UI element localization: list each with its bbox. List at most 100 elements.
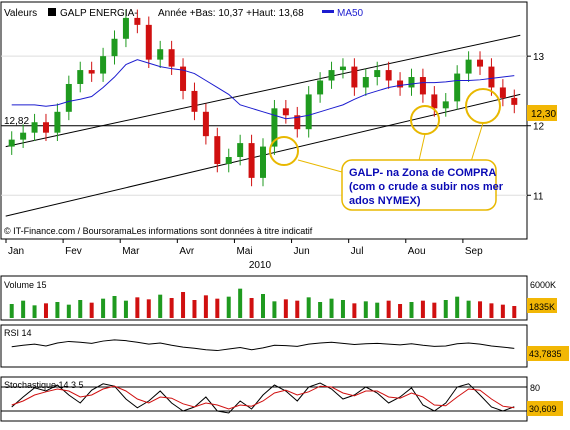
candle-body <box>339 66 346 71</box>
volume-bar <box>261 294 265 318</box>
volume-bar <box>146 299 151 318</box>
volume-bar <box>329 298 334 318</box>
candle-body <box>88 70 95 74</box>
stochastic-last-value: 30,609 <box>529 404 557 414</box>
candle-body <box>31 122 38 133</box>
volume-bar <box>272 301 277 318</box>
annotation-layer: GALP- na Zona de COMPRA (com o crude a su… <box>269 88 504 211</box>
volume-bars <box>9 288 517 318</box>
volume-bar <box>489 303 494 318</box>
candle-body <box>157 49 164 60</box>
x-tick-label: Mai <box>236 246 252 257</box>
candle-body <box>431 94 438 109</box>
volume-bar <box>101 298 106 318</box>
candle-body <box>134 17 141 25</box>
volume-bar <box>9 304 14 318</box>
volume-bar <box>478 301 483 318</box>
volume-bar <box>249 298 254 318</box>
candle-body <box>214 136 221 164</box>
x-tick-label: Fev <box>65 246 82 257</box>
volume-bar <box>203 295 208 318</box>
volume-bar <box>78 300 83 318</box>
rsi-title: RSI 14 <box>4 328 32 338</box>
volume-bar <box>432 302 437 318</box>
ma-swatch <box>322 10 334 13</box>
volume-bar <box>32 305 37 318</box>
candle-body <box>408 77 415 88</box>
candle-body <box>488 66 495 88</box>
x-tick-label: Avr <box>179 246 194 257</box>
callout-text: GALP- na Zona de COMPRA (com o crude a su… <box>349 167 504 207</box>
x-axis: Jan Fev Mar Avr Mai Jun Jul Aou Sep <box>5 239 483 257</box>
candle-body <box>511 97 518 105</box>
volume-bar <box>318 302 323 318</box>
volume-bar <box>238 288 243 318</box>
series-swatch <box>48 8 56 16</box>
rsi-line <box>11 339 515 352</box>
volume-bar <box>135 297 140 318</box>
last-price-badge <box>527 105 557 121</box>
candle-body <box>465 59 472 74</box>
x-tick-label: Jun <box>294 246 310 257</box>
candle-body <box>42 122 49 133</box>
candle-body <box>202 111 209 137</box>
x-tick-label: Jul <box>351 246 364 257</box>
candle-body <box>20 132 27 140</box>
stochastic-last-badge <box>527 401 563 416</box>
candle-body <box>374 70 381 78</box>
volume-bar <box>398 304 403 318</box>
stock-name: GALP ENERGIA- <box>60 8 138 19</box>
candle-body <box>77 70 84 84</box>
candle-body <box>260 146 266 178</box>
x-tick-label: Sep <box>465 246 483 257</box>
candle-body <box>442 101 449 109</box>
volume-bar <box>455 296 460 318</box>
candle-body <box>54 111 61 133</box>
copyright-text: © IT-Finance.com / BoursoramaLes informa… <box>4 226 313 236</box>
volume-bar <box>466 300 471 318</box>
candle-body <box>180 66 187 91</box>
volume-bar <box>21 300 26 318</box>
price-tick-label: 11 <box>533 191 544 202</box>
candle-body <box>122 17 129 39</box>
volume-bar <box>375 302 380 318</box>
stochastic-level-label: 80 <box>530 383 540 393</box>
price-scale: 11 12 13 <box>527 52 545 202</box>
volume-bar <box>340 300 345 318</box>
candle-body <box>419 77 426 95</box>
candle-body <box>305 94 312 130</box>
stochastic-title: Stochastique 14 3 5 <box>4 380 84 390</box>
rsi-last-badge <box>527 346 569 361</box>
candle-body <box>317 80 324 95</box>
stochastic-panel <box>0 376 528 422</box>
volume-last-badge <box>527 298 557 313</box>
candle-body <box>328 70 335 81</box>
buy-zone-circle-1 <box>269 136 299 166</box>
candle-body <box>237 143 244 158</box>
volume-bar <box>512 306 517 318</box>
candle-body <box>271 108 278 147</box>
volume-bar <box>352 303 357 318</box>
last-price-value: 12,30 <box>531 109 556 120</box>
candle-body <box>362 77 369 88</box>
rsi-last-value: 43,7835 <box>529 349 562 359</box>
year-label: 2010 <box>249 260 272 271</box>
volume-bar <box>158 294 163 318</box>
volume-tick: 6000K <box>530 280 556 290</box>
volume-title: Volume 15 <box>4 280 47 290</box>
x-tick-label: Aou <box>408 246 426 257</box>
volume-bar <box>409 302 414 318</box>
candle-body <box>65 83 72 112</box>
header-label: Valeurs <box>4 8 37 19</box>
volume-bar <box>500 304 505 318</box>
volume-bar <box>226 296 231 318</box>
volume-bar <box>112 296 117 318</box>
callout-connector-1 <box>297 159 343 173</box>
x-tick-label: Mar <box>122 246 140 257</box>
callout-connector-3 <box>469 122 484 166</box>
volume-bar <box>295 300 300 318</box>
level-left-label: 12,82 <box>4 116 29 127</box>
volume-bar <box>169 298 174 318</box>
